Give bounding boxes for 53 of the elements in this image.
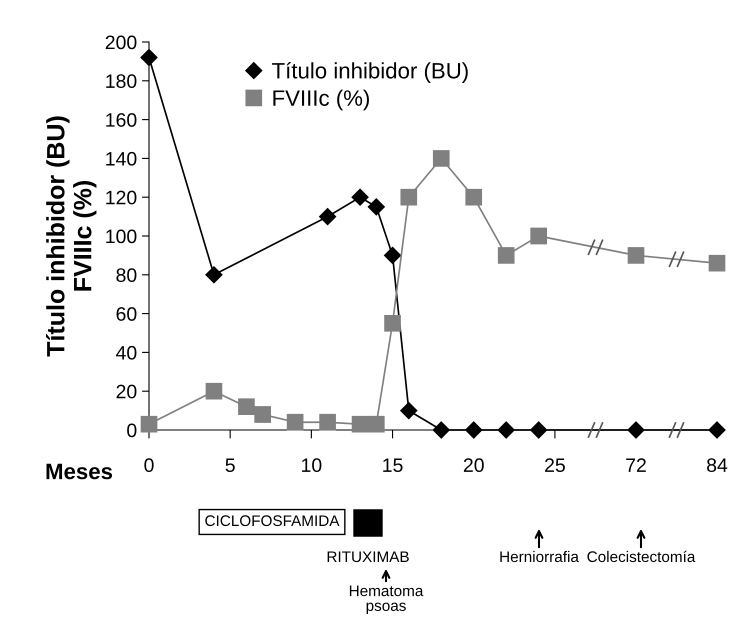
legend-label: Título inhibidor (BU) xyxy=(272,62,468,83)
text: Herniorrafia xyxy=(500,550,579,562)
x-tick-label: 25 xyxy=(545,458,565,472)
y-tick-label: 140 xyxy=(106,152,136,166)
point xyxy=(432,150,450,167)
x-axis-title: Meses xyxy=(46,464,112,480)
y-tick-label: 100 xyxy=(106,229,136,244)
text: RITUXIMAB xyxy=(328,551,409,562)
x-tick-label: 5 xyxy=(226,458,235,472)
point xyxy=(465,421,482,439)
y-tick-label: 20 xyxy=(116,384,136,398)
point xyxy=(368,416,385,433)
y-axis-title: Título inhibidor (BU) FVIIIc (%) xyxy=(46,116,96,357)
point xyxy=(140,48,158,66)
point xyxy=(352,188,369,206)
y-tick-label: 40 xyxy=(116,346,136,360)
point xyxy=(400,402,418,420)
y-tick-label: 120 xyxy=(106,190,136,204)
legend-label: FVIIIc (%) xyxy=(273,90,369,110)
x-tick-label: 10 xyxy=(302,458,322,472)
y-tick-label: 60 xyxy=(116,307,136,321)
text: Hematoma psoas xyxy=(350,586,424,614)
point xyxy=(286,414,304,431)
point xyxy=(238,398,255,416)
point xyxy=(498,421,515,439)
x-tick-label: 15 xyxy=(383,458,403,472)
y-tick-label: 80 xyxy=(116,268,136,282)
point xyxy=(400,188,418,206)
x-tick-label: 72 xyxy=(626,458,646,472)
point xyxy=(432,421,450,439)
point xyxy=(352,416,368,433)
point xyxy=(254,406,271,423)
point xyxy=(384,246,402,264)
point xyxy=(530,228,548,244)
x-tick-label: 84 xyxy=(707,458,728,472)
point xyxy=(319,208,336,226)
y-tick-label: 0 xyxy=(127,423,136,438)
y-tick-label: 180 xyxy=(106,74,136,88)
y-tick-label: 200 xyxy=(106,35,136,50)
point xyxy=(205,266,222,284)
point xyxy=(368,198,385,216)
point xyxy=(498,247,515,264)
point xyxy=(206,382,222,400)
text: Colecistectomía xyxy=(587,550,696,562)
x-tick-label: 20 xyxy=(464,458,484,472)
y-tick-label: 160 xyxy=(106,113,136,127)
point xyxy=(319,414,336,431)
text: CICLOFOSFAMIDA xyxy=(205,515,340,526)
point xyxy=(530,421,548,439)
x-tick-label: 0 xyxy=(144,458,154,472)
point xyxy=(465,188,482,206)
point xyxy=(384,314,401,332)
point xyxy=(140,416,158,433)
